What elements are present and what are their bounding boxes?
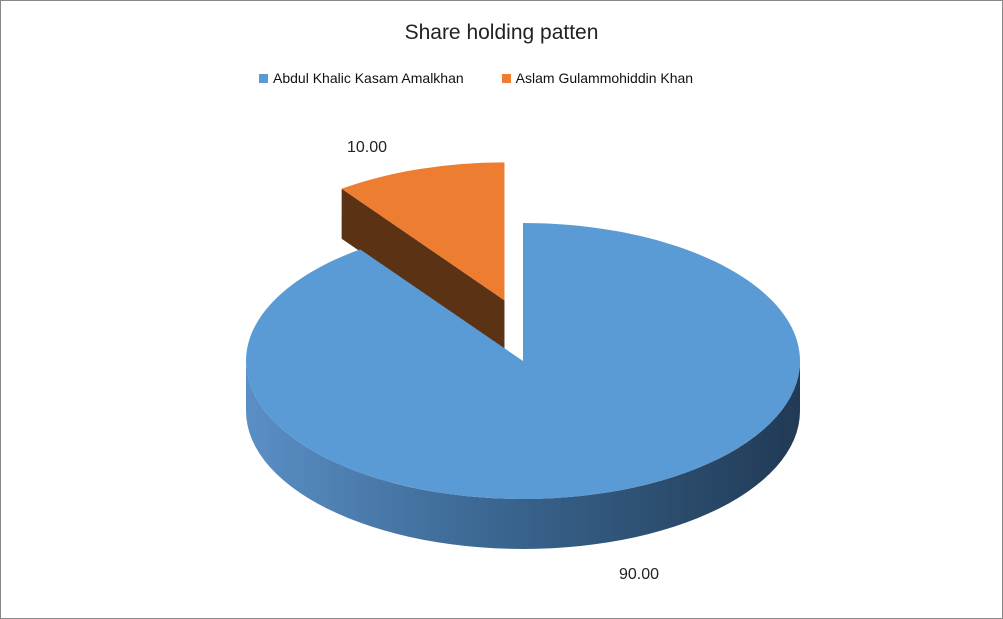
pie-radial-face-1: [341, 188, 505, 351]
legend-item-1: Aslam Gulammohiddin Khan: [501, 70, 694, 86]
chart-title: Share holding patten: [404, 21, 599, 44]
legend-item-0: Abdul Khalic Kasam Amalkhan: [259, 70, 464, 86]
legend-label-0: Abdul Khalic Kasam Amalkhan: [273, 70, 464, 86]
data-label-0: 90.00: [619, 566, 659, 583]
legend-swatch-0: [259, 73, 268, 83]
pie-slice-1[interactable]: [341, 162, 505, 301]
legend-swatch-1: [501, 73, 511, 83]
legend-label-1: Aslam Gulammohiddin Khan: [515, 70, 694, 86]
pie-side-0: [246, 361, 800, 549]
pie-slice-0[interactable]: [246, 223, 800, 499]
data-label-1: 10.00: [347, 139, 387, 156]
legend: Abdul Khalic Kasam Amalkhan Aslam Gulamm…: [259, 70, 693, 86]
